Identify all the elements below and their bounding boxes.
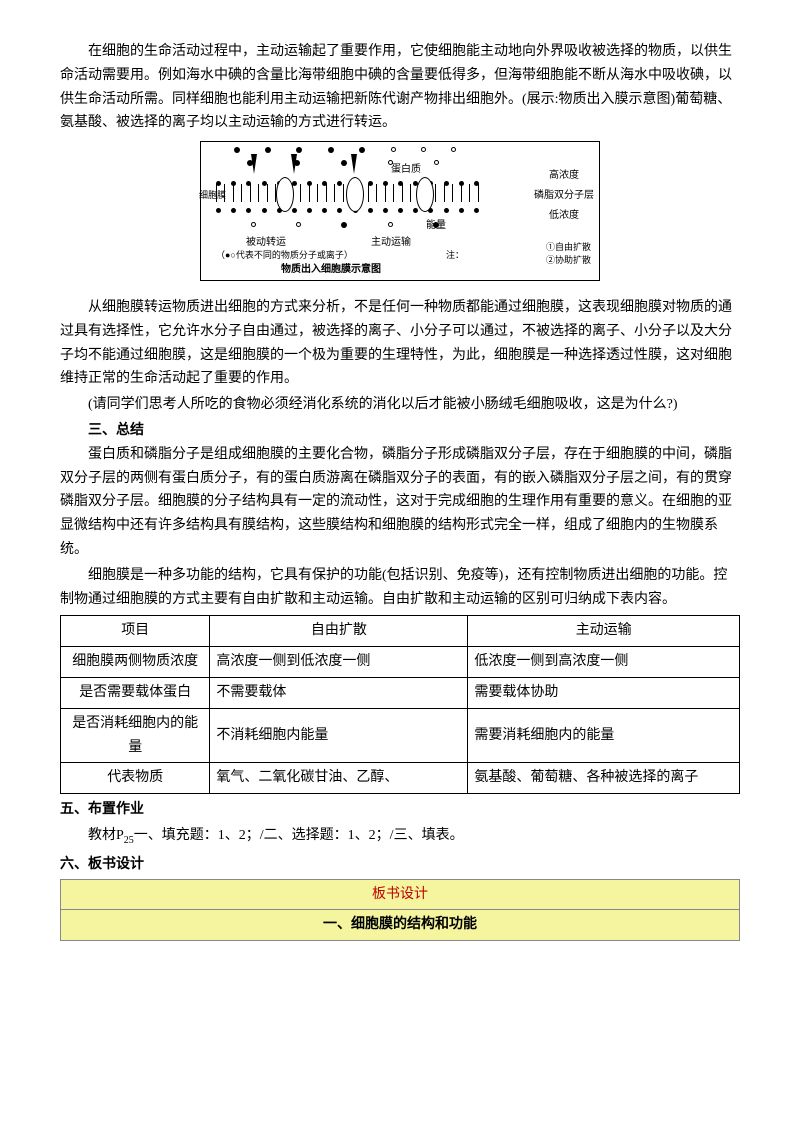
membrane-diagram: 细胞膜 蛋白质 高浓度 磷脂双分子层 低浓度 能量 被动转运 主动运输 （●○代… (200, 141, 600, 281)
heading-homework: 五、布置作业 (60, 798, 740, 822)
table-header-row: 项目 自由扩散 主动运输 (61, 616, 740, 647)
th-active-transport: 主动运输 (468, 616, 740, 647)
label-protein: 蛋白质 (391, 164, 421, 176)
label-facilitated: ②协助扩散 (546, 255, 591, 266)
label-note-prefix: （●○代表不同的物质分子或离子） (216, 250, 353, 261)
diagram-container: 细胞膜 蛋白质 高浓度 磷脂双分子层 低浓度 能量 被动转运 主动运输 （●○代… (60, 141, 740, 290)
board-header: 板书设计 (61, 879, 740, 910)
table-row: 是否需要载体蛋白 不需要载体 需要载体协助 (61, 677, 740, 708)
diagram-caption: 物质出入细胞膜示意图 (281, 264, 381, 276)
para-question: (请同学们思考人所吃的食物必须经消化系统的消化以后才能被小肠绒毛细胞吸收，这是为… (60, 393, 740, 417)
para-composition: 蛋白质和磷脂分子是组成细胞膜的主要化合物，磷脂分子形成磷脂双分子层，存在于细胞膜… (60, 443, 740, 562)
heading-summary: 三、总结 (60, 419, 740, 443)
comparison-table: 项目 自由扩散 主动运输 细胞膜两侧物质浓度 高浓度一侧到低浓度一侧 低浓度一侧… (60, 615, 740, 794)
label-free-diff: ①自由扩散 (546, 242, 591, 253)
label-phospholipid: 磷脂双分子层 (534, 190, 594, 202)
label-energy: 能量 (426, 220, 446, 232)
para-selectivity: 从细胞膜转运物质进出细胞的方式来分析，不是任何一种物质都能通过细胞膜，这表现细胞… (60, 296, 740, 391)
label-passive: 被动转运 (246, 237, 286, 249)
board-design-table: 板书设计 一、细胞膜的结构和功能 (60, 879, 740, 942)
label-low-conc: 低浓度 (549, 210, 579, 222)
heading-board-design: 六、板书设计 (60, 853, 740, 877)
th-free-diffusion: 自由扩散 (210, 616, 468, 647)
para-function: 细胞膜是一种多功能的结构，它具有保护的功能(包括识别、免疫等)，还有控制物质进出… (60, 564, 740, 612)
table-row: 细胞膜两侧物质浓度 高浓度一侧到低浓度一侧 低浓度一侧到高浓度一侧 (61, 647, 740, 678)
label-active: 主动运输 (371, 237, 411, 249)
table-row: 是否消耗细胞内的能量 不消耗细胞内能量 需要消耗细胞内的能量 (61, 708, 740, 763)
th-item: 项目 (61, 616, 210, 647)
table-row: 代表物质 氧气、二氧化碳甘油、乙醇、 氨基酸、葡萄糖、各种被选择的离子 (61, 763, 740, 794)
board-title: 一、细胞膜的结构和功能 (61, 910, 740, 941)
label-high-conc: 高浓度 (549, 170, 579, 182)
homework-text: 教材P25一、填充题：1、2；/二、选择题：1、2；/三、填表。 (60, 824, 740, 849)
label-note: 注： (446, 250, 464, 261)
para-active-transport: 在细胞的生命活动过程中，主动运输起了重要作用，它使细胞能主动地向外界吸收被选择的… (60, 40, 740, 135)
label-cell-membrane: 细胞膜 (199, 190, 226, 201)
